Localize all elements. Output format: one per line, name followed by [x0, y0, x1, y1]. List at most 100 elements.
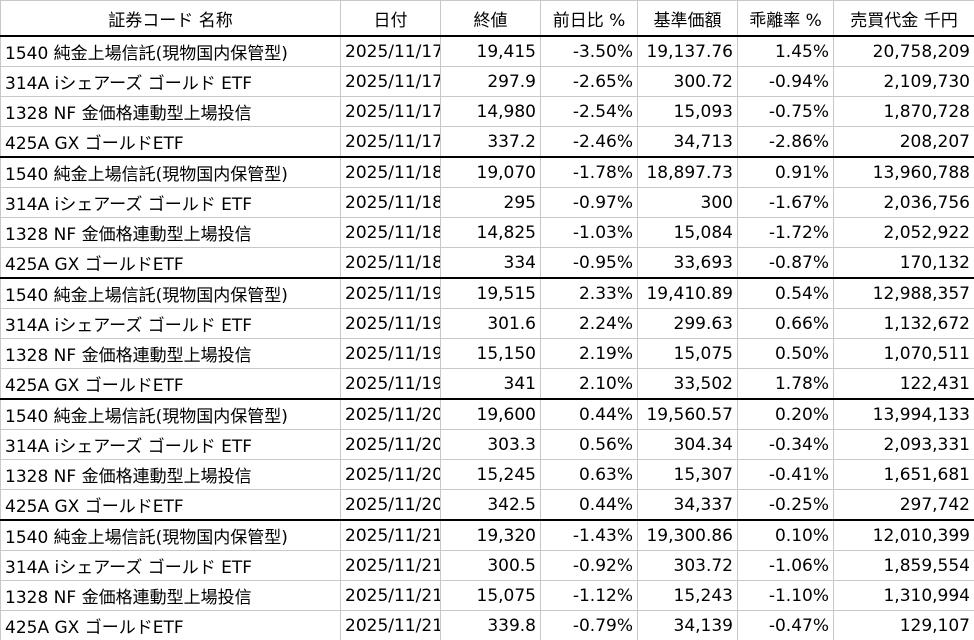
table-cell: 2025/11/19	[340, 277, 441, 309]
table-cell: 33,502	[637, 368, 738, 400]
table-cell: -0.47%	[737, 610, 834, 640]
table-cell: -0.75%	[737, 96, 834, 127]
table-cell: 2025/11/18	[340, 156, 441, 188]
table-cell: 314A iシェアーズ ゴールド ETF	[0, 308, 341, 339]
table-row: 1328 NF 金価格連動型上場投信 2025/11/18 14,825 -1.03%…	[0, 217, 974, 248]
table-row: 425A GX ゴールドETF 2025/11/20 342.5 0.44% 34,33…	[0, 489, 974, 521]
table-cell: 0.44%	[540, 489, 638, 521]
table-cell: -1.72%	[737, 217, 834, 248]
table-cell: -0.97%	[540, 187, 638, 218]
table-cell: -1.78%	[540, 156, 638, 188]
table-cell: 314A iシェアーズ ゴールド ETF	[0, 429, 341, 460]
table-cell: 300.5	[440, 550, 541, 581]
table-cell: 15,307	[637, 459, 738, 490]
table-cell: 303.72	[637, 550, 738, 581]
table-row: 425A GX ゴールドETF 2025/11/21 339.8 -0.79% 34,1…	[0, 610, 974, 640]
table-cell: -0.34%	[737, 429, 834, 460]
table-cell: -0.41%	[737, 459, 834, 490]
table-cell: 2.24%	[540, 308, 638, 339]
table-cell: -0.79%	[540, 610, 638, 640]
table-row: 314A iシェアーズ ゴールド ETF 2025/11/21 300.5 -0.92…	[0, 550, 974, 581]
table-cell: 1,070,511	[833, 338, 974, 369]
table-cell: -0.92%	[540, 550, 638, 581]
table-cell: 304.34	[637, 429, 738, 460]
header-cell: 基準価額	[637, 0, 738, 37]
table-cell: 300.72	[637, 66, 738, 97]
table-row: 1540 純金上場信託(現物国内保管型) 2025/11/18 19,070 -1.7…	[0, 156, 974, 188]
table-cell: 19,560.57	[637, 398, 738, 430]
table-cell: 2025/11/18	[340, 187, 441, 218]
table-cell: 208,207	[833, 126, 974, 158]
table-row: 1328 NF 金価格連動型上場投信 2025/11/17 14,980 -2.54%…	[0, 96, 974, 127]
table-cell: 303.3	[440, 429, 541, 460]
table-cell: 2025/11/17	[340, 66, 441, 97]
table-cell: 2.19%	[540, 338, 638, 369]
table-cell: 341	[440, 368, 541, 400]
table-cell: 33,693	[637, 247, 738, 279]
table-cell: 2025/11/17	[340, 126, 441, 158]
table-cell: 314A iシェアーズ ゴールド ETF	[0, 187, 341, 218]
table-row: 1328 NF 金価格連動型上場投信 2025/11/20 15,245 0.63% 1…	[0, 459, 974, 490]
table-cell: 297.9	[440, 66, 541, 97]
table-cell: 425A GX ゴールドETF	[0, 610, 341, 640]
table-cell: 170,132	[833, 247, 974, 279]
table-cell: 2025/11/18	[340, 217, 441, 248]
header-cell: 売買代金 千円	[833, 0, 974, 37]
table-cell: 19,070	[440, 156, 541, 188]
table-row: 1540 純金上場信託(現物国内保管型) 2025/11/20 19,600 0.44…	[0, 398, 974, 430]
table-cell: 15,093	[637, 96, 738, 127]
table-cell: 13,960,788	[833, 156, 974, 188]
table-cell: 1540 純金上場信託(現物国内保管型)	[0, 277, 341, 309]
table-cell: 1540 純金上場信託(現物国内保管型)	[0, 35, 341, 67]
table-cell: 15,075	[637, 338, 738, 369]
table-cell: 0.91%	[737, 156, 834, 188]
table-cell: 19,600	[440, 398, 541, 430]
table-cell: 1,310,994	[833, 580, 974, 611]
table-row: 314A iシェアーズ ゴールド ETF 2025/11/18 295 -0.97% 3…	[0, 187, 974, 218]
table-cell: -1.03%	[540, 217, 638, 248]
table-cell: -1.06%	[737, 550, 834, 581]
table-cell: -2.65%	[540, 66, 638, 97]
table-row: 1540 純金上場信託(現物国内保管型) 2025/11/17 19,415 -3.5…	[0, 35, 974, 67]
table-cell: 2025/11/17	[340, 96, 441, 127]
table-cell: 2025/11/20	[340, 459, 441, 490]
header-cell: 乖離率 %	[737, 0, 834, 37]
table-cell: -1.12%	[540, 580, 638, 611]
table-cell: 1328 NF 金価格連動型上場投信	[0, 338, 341, 369]
table-cell: 2025/11/18	[340, 247, 441, 279]
table-row: 314A iシェアーズ ゴールド ETF 2025/11/19 301.6 2.24%…	[0, 308, 974, 339]
table-cell: 0.63%	[540, 459, 638, 490]
table-cell: -2.46%	[540, 126, 638, 158]
table-cell: 18,897.73	[637, 156, 738, 188]
table-cell: 14,825	[440, 217, 541, 248]
table-cell: 19,300.86	[637, 519, 738, 551]
table-cell: -0.95%	[540, 247, 638, 279]
table-cell: 34,139	[637, 610, 738, 640]
table-cell: 2025/11/20	[340, 398, 441, 430]
table-cell: 1328 NF 金価格連動型上場投信	[0, 96, 341, 127]
table-cell: 1328 NF 金価格連動型上場投信	[0, 459, 341, 490]
table-cell: 0.56%	[540, 429, 638, 460]
table-cell: 15,075	[440, 580, 541, 611]
header-cell: 日付	[340, 0, 441, 37]
table-cell: -0.87%	[737, 247, 834, 279]
table-cell: 1540 純金上場信託(現物国内保管型)	[0, 519, 341, 551]
table-cell: 13,994,133	[833, 398, 974, 430]
table-row: 1328 NF 金価格連動型上場投信 2025/11/19 15,150 2.19% 1…	[0, 338, 974, 369]
header-cell: 証券コード 名称	[0, 0, 341, 37]
header-cell: 終値	[440, 0, 541, 37]
table-cell: 0.20%	[737, 398, 834, 430]
table-row: 425A GX ゴールドETF 2025/11/17 337.2 -2.46% 34,7…	[0, 126, 974, 158]
table-row: 1540 純金上場信託(現物国内保管型) 2025/11/21 19,320 -1.4…	[0, 519, 974, 551]
table-cell: 1328 NF 金価格連動型上場投信	[0, 217, 341, 248]
table-cell: 0.54%	[737, 277, 834, 309]
table-cell: 314A iシェアーズ ゴールド ETF	[0, 550, 341, 581]
table-cell: 12,988,357	[833, 277, 974, 309]
table-cell: 0.10%	[737, 519, 834, 551]
table-cell: 2025/11/20	[340, 429, 441, 460]
table-cell: 425A GX ゴールドETF	[0, 126, 341, 158]
table-cell: 19,137.76	[637, 35, 738, 67]
table-cell: 2,036,756	[833, 187, 974, 218]
